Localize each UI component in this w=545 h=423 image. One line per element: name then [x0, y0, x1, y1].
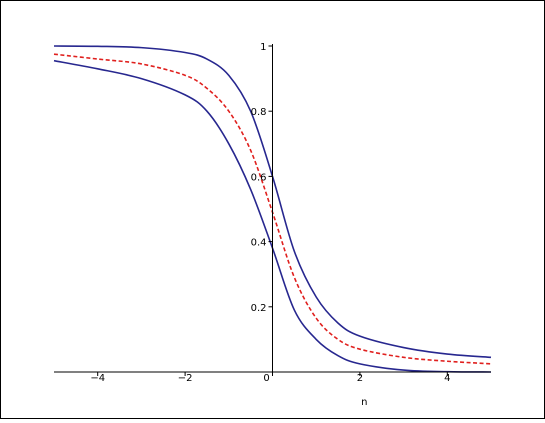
x-tick-label: 4 — [444, 373, 450, 384]
ticks-group: −4 −2 0 2 4 0.2 0.4 0.6 0.8 1 — [90, 42, 450, 384]
axes-group — [54, 44, 491, 373]
y-tick-label: 0.2 — [251, 303, 267, 314]
x-tick-label: 0 — [263, 373, 269, 384]
x-axis-label: n — [361, 397, 367, 408]
y-tick-label: 0.8 — [251, 107, 267, 118]
x-tick-label: 2 — [357, 373, 363, 384]
y-tick-label: 1 — [260, 42, 266, 53]
y-tick-label: 0.6 — [251, 172, 267, 183]
x-tick-label: −2 — [178, 373, 193, 384]
y-tick-label: 0.4 — [251, 238, 267, 249]
x-tick-label: −4 — [90, 373, 105, 384]
